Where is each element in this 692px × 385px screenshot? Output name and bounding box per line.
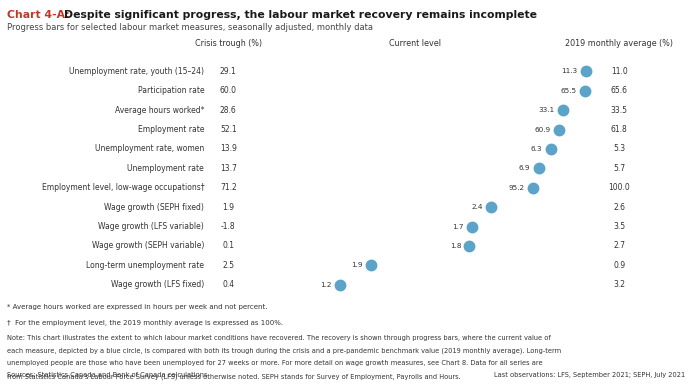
Text: 3.2: 3.2 xyxy=(613,280,626,289)
Text: Unemployment rate, youth (15–24): Unemployment rate, youth (15–24) xyxy=(69,67,204,76)
Text: 1.7: 1.7 xyxy=(452,224,464,229)
Text: Wage growth (SEPH fixed): Wage growth (SEPH fixed) xyxy=(104,203,204,212)
Text: Average hours worked*: Average hours worked* xyxy=(115,105,204,115)
Text: Participation rate: Participation rate xyxy=(138,86,204,95)
Text: 71.2: 71.2 xyxy=(220,183,237,192)
Text: -1.8: -1.8 xyxy=(221,222,236,231)
Text: each measure, depicted by a blue circle, is compared with both its trough during: each measure, depicted by a blue circle,… xyxy=(7,348,561,354)
Text: Wage growth (SEPH variable): Wage growth (SEPH variable) xyxy=(92,241,204,251)
Text: 33.1: 33.1 xyxy=(538,107,554,113)
Text: 11.0: 11.0 xyxy=(611,67,628,76)
Text: 65.5: 65.5 xyxy=(561,88,577,94)
Text: 2.6: 2.6 xyxy=(613,203,626,212)
Text: 1.9: 1.9 xyxy=(222,203,235,212)
Text: Current level: Current level xyxy=(389,38,441,47)
Text: 1.2: 1.2 xyxy=(320,282,331,288)
Text: 13.9: 13.9 xyxy=(220,144,237,154)
Text: Sources: Statistics Canada and Bank of Canada calculations: Sources: Statistics Canada and Bank of C… xyxy=(7,372,208,378)
Text: Crisis trough (%): Crisis trough (%) xyxy=(194,38,262,47)
Text: 1.8: 1.8 xyxy=(450,243,461,249)
Text: Employment rate: Employment rate xyxy=(138,125,204,134)
Text: 60.9: 60.9 xyxy=(534,127,551,132)
Text: 65.6: 65.6 xyxy=(611,86,628,95)
Text: 60.0: 60.0 xyxy=(220,86,237,95)
Text: Progress bars for selected labour market measures, seasonally adjusted, monthly : Progress bars for selected labour market… xyxy=(7,23,373,32)
Text: 0.4: 0.4 xyxy=(222,280,235,289)
Text: 0.1: 0.1 xyxy=(222,241,235,251)
Text: Unemployment rate: Unemployment rate xyxy=(127,164,204,173)
Text: 61.8: 61.8 xyxy=(611,125,628,134)
Text: 2.5: 2.5 xyxy=(222,261,235,270)
Text: 0.9: 0.9 xyxy=(613,261,626,270)
Text: Chart 4-A:: Chart 4-A: xyxy=(7,10,73,20)
Text: Unemployment rate, women: Unemployment rate, women xyxy=(95,144,204,154)
Text: Despite significant progress, the labour market recovery remains incomplete: Despite significant progress, the labour… xyxy=(64,10,537,20)
Text: Wage growth (LFS variable): Wage growth (LFS variable) xyxy=(98,222,204,231)
Text: * Average hours worked are expressed in hours per week and not percent.: * Average hours worked are expressed in … xyxy=(7,304,267,310)
Text: 13.7: 13.7 xyxy=(220,164,237,173)
Text: 2.4: 2.4 xyxy=(471,204,482,210)
Text: Wage growth (LFS fixed): Wage growth (LFS fixed) xyxy=(111,280,204,289)
Text: 95.2: 95.2 xyxy=(509,185,525,191)
Text: Employment level, low-wage occupations†: Employment level, low-wage occupations† xyxy=(42,183,204,192)
Text: 33.5: 33.5 xyxy=(611,105,628,115)
Text: 52.1: 52.1 xyxy=(220,125,237,134)
Text: 3.5: 3.5 xyxy=(613,222,626,231)
Text: 6.9: 6.9 xyxy=(519,165,530,171)
Text: Note: This chart illustrates the extent to which labour market conditions have r: Note: This chart illustrates the extent … xyxy=(7,335,551,341)
Text: 100.0: 100.0 xyxy=(608,183,630,192)
Text: 5.7: 5.7 xyxy=(613,164,626,173)
Text: from Statistics Canada’s Labour Force Survey (LFS) unless otherwise noted. SEPH : from Statistics Canada’s Labour Force Su… xyxy=(7,373,461,380)
Text: 29.1: 29.1 xyxy=(220,67,237,76)
Text: Last observations: LFS, September 2021; SEPH, July 2021: Last observations: LFS, September 2021; … xyxy=(494,372,685,378)
Text: 6.3: 6.3 xyxy=(531,146,543,152)
Text: 1.9: 1.9 xyxy=(352,263,363,268)
Text: Long-term unemployment rate: Long-term unemployment rate xyxy=(86,261,204,270)
Text: 28.6: 28.6 xyxy=(220,105,237,115)
Text: †  For the employment level, the 2019 monthly average is expressed as 100%.: † For the employment level, the 2019 mon… xyxy=(7,320,283,326)
Text: 2019 monthly average (%): 2019 monthly average (%) xyxy=(565,38,673,47)
Text: 5.3: 5.3 xyxy=(613,144,626,154)
Text: 11.3: 11.3 xyxy=(561,68,578,74)
Text: unemployed people are those who have been unemployed for 27 weeks or more. For m: unemployed people are those who have bee… xyxy=(7,360,543,367)
Text: 2.7: 2.7 xyxy=(613,241,626,251)
